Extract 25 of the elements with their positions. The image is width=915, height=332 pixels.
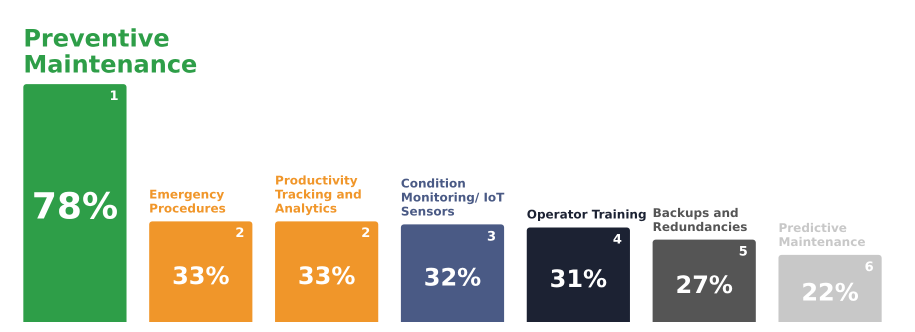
annotation: 5 [738, 244, 748, 260]
data-label: 78% [32, 186, 118, 228]
bar [652, 240, 756, 322]
bar [526, 227, 630, 322]
x-tick-label: Productivity Tracking and Analytics [275, 173, 362, 216]
annotation: 1 [109, 88, 119, 104]
x-tick-label: Preventive Maintenance [23, 24, 198, 78]
bar [400, 224, 504, 322]
data-label: 27% [675, 271, 733, 300]
bar [275, 221, 378, 322]
data-label: 33% [172, 262, 230, 290]
x-tick-label: Operator Training [526, 208, 647, 222]
annotation: 2 [235, 226, 244, 242]
bar [23, 84, 127, 322]
bar [149, 221, 252, 322]
bar [778, 254, 882, 322]
data-label: 31% [550, 264, 608, 293]
annotation: 4 [612, 232, 622, 248]
data-label: 33% [298, 262, 356, 290]
data-label: 32% [424, 263, 482, 292]
x-tick-label: Emergency Procedures [149, 187, 226, 216]
annotation: 3 [487, 229, 496, 244]
x-tick-label: Backups and Redundancies [652, 206, 748, 234]
x-tick-label: Condition Monitoring/ IoT Sensors [400, 176, 506, 219]
annotation: 2 [361, 226, 370, 242]
